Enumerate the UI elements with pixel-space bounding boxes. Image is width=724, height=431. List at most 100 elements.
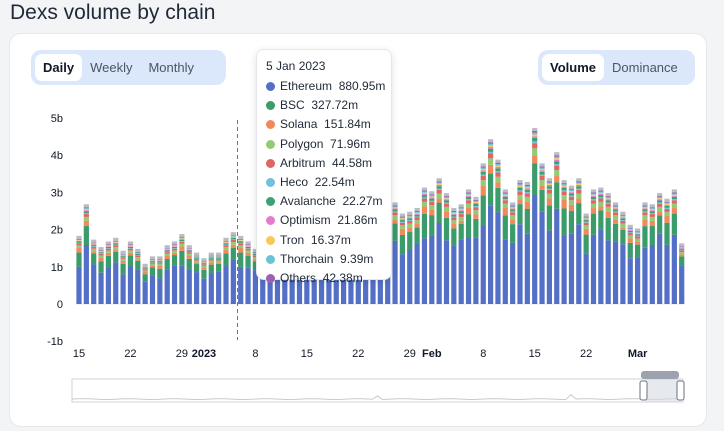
bar-segment-arbitrum[interactable]	[421, 198, 428, 202]
bar-segment-ethereum[interactable]	[186, 269, 192, 304]
bar-segment-arbitrum[interactable]	[186, 252, 192, 254]
bar-segment-avalanche[interactable]	[495, 168, 501, 172]
bar-segment-solana[interactable]	[576, 198, 582, 204]
bar-segment-others[interactable]	[105, 244, 111, 246]
bar-segment-tron[interactable]	[171, 245, 178, 247]
bar-segment-polygon[interactable]	[495, 176, 501, 183]
bar-segment-optimism[interactable]	[179, 239, 185, 240]
bar-segment-optimism[interactable]	[238, 240, 244, 242]
bar-segment-bsc[interactable]	[179, 250, 185, 266]
bar-segment-tron[interactable]	[436, 183, 442, 185]
bar-segment-solana[interactable]	[671, 208, 677, 214]
bar-segment-optimism[interactable]	[407, 217, 413, 219]
bar-segment-thorchain[interactable]	[605, 197, 611, 199]
bar-segment-polygon[interactable]	[473, 210, 479, 215]
bar-segment-ethereum[interactable]	[568, 233, 575, 304]
bar-segment-ethereum[interactable]	[502, 239, 508, 304]
tab-volume[interactable]: Volume	[542, 54, 604, 81]
bar-segment-others[interactable]	[407, 214, 413, 216]
bar-segment-optimism[interactable]	[532, 136, 538, 138]
bar-segment-ethereum[interactable]	[532, 195, 538, 304]
bar-segment-bsc[interactable]	[399, 234, 405, 255]
bar-segment-heco[interactable]	[429, 200, 435, 202]
bar-segment-optimism[interactable]	[495, 166, 501, 169]
bar-segment-bsc[interactable]	[524, 209, 530, 234]
bar-segment-polygon[interactable]	[407, 223, 413, 228]
bar-segment-optimism[interactable]	[671, 195, 677, 197]
bar-segment-bsc[interactable]	[223, 253, 229, 267]
bar-segment-others[interactable]	[532, 131, 538, 133]
bar-segment-others[interactable]	[554, 155, 560, 157]
bar-segment-thorchain[interactable]	[473, 200, 479, 202]
bar-segment-arbitrum[interactable]	[407, 220, 413, 224]
bar-segment-polygon[interactable]	[201, 265, 207, 268]
bar-segment-polygon[interactable]	[664, 211, 670, 217]
bar-segment-solana[interactable]	[635, 241, 641, 245]
bar-segment-ethereum[interactable]	[355, 267, 361, 304]
bar-segment-others[interactable]	[458, 207, 464, 209]
bar-segment-thorchain[interactable]	[436, 182, 442, 184]
bar-segment-bsc[interactable]	[105, 255, 111, 268]
bar-segment-bsc[interactable]	[517, 204, 523, 225]
bar-segment-bsc[interactable]	[91, 253, 97, 265]
bar-segment-ethereum[interactable]	[135, 269, 141, 304]
bar-segment-heco[interactable]	[98, 253, 104, 254]
bar-segment-heco[interactable]	[657, 202, 663, 204]
bar-segment-bsc[interactable]	[407, 232, 413, 250]
bar-segment-ethereum[interactable]	[127, 266, 134, 304]
bar-segment-solana[interactable]	[590, 208, 597, 214]
bar-segment-heco[interactable]	[517, 190, 523, 192]
bar-segment-solana[interactable]	[392, 219, 398, 224]
bar-segment-thorchain[interactable]	[679, 246, 685, 248]
bar-segment-thorchain[interactable]	[510, 206, 516, 208]
bar-segment-polygon[interactable]	[436, 193, 442, 199]
bar-segment-bsc[interactable]	[171, 255, 178, 266]
bar-segment-others[interactable]	[127, 244, 134, 246]
bar-segment-others[interactable]	[583, 216, 589, 218]
bar-segment-arbitrum[interactable]	[194, 259, 200, 261]
bar-segment-optimism[interactable]	[642, 208, 648, 210]
bar-segment-avalanche[interactable]	[83, 211, 89, 214]
bar-segment-optimism[interactable]	[649, 210, 655, 212]
bar-segment-others[interactable]	[664, 201, 670, 203]
bar-segment-heco[interactable]	[238, 242, 244, 244]
bar-segment-optimism[interactable]	[252, 253, 258, 255]
range-drag-handle[interactable]	[641, 371, 679, 379]
bar-segment-polygon[interactable]	[186, 253, 192, 257]
bar-segment-others[interactable]	[429, 194, 435, 196]
bar-segment-arbitrum[interactable]	[135, 255, 141, 258]
bar-segment-ethereum[interactable]	[326, 265, 332, 304]
bar-segment-tron[interactable]	[620, 216, 626, 218]
bar-segment-polygon[interactable]	[635, 238, 641, 242]
bar-segment-polygon[interactable]	[642, 215, 648, 220]
bar-segment-thorchain[interactable]	[142, 267, 148, 268]
bar-segment-solana[interactable]	[517, 200, 523, 205]
bar-segment-tron[interactable]	[473, 201, 479, 203]
bar-segment-avalanche[interactable]	[679, 248, 685, 250]
bar-segment-solana[interactable]	[399, 228, 405, 235]
bar-segment-avalanche[interactable]	[620, 218, 626, 221]
bar-segment-heco[interactable]	[142, 269, 148, 270]
bar-segment-ethereum[interactable]	[421, 238, 428, 304]
bar-segment-others[interactable]	[649, 207, 655, 209]
bar-segment-optimism[interactable]	[502, 195, 508, 197]
bar-segment-optimism[interactable]	[598, 193, 604, 196]
bar-segment-arbitrum[interactable]	[517, 191, 523, 196]
bar-segment-solana[interactable]	[157, 265, 163, 269]
bar-segment-bsc[interactable]	[671, 213, 677, 235]
bar-segment-bsc[interactable]	[436, 202, 442, 223]
bar-segment-arbitrum[interactable]	[649, 214, 655, 217]
bar-segment-avalanche[interactable]	[480, 171, 486, 175]
bar-segment-heco[interactable]	[605, 202, 611, 204]
bar-segment-polygon[interactable]	[421, 201, 428, 207]
bar-segment-heco[interactable]	[164, 251, 170, 253]
bar-segment-ethereum[interactable]	[605, 240, 611, 304]
bar-segment-polygon[interactable]	[605, 206, 611, 212]
bar-segment-thorchain[interactable]	[649, 208, 655, 210]
bar-segment-heco[interactable]	[649, 213, 655, 215]
bar-segment-heco[interactable]	[642, 211, 648, 213]
bar-segment-tron[interactable]	[127, 245, 134, 247]
bar-segment-tron[interactable]	[164, 249, 170, 250]
bar-segment-tron[interactable]	[627, 229, 633, 231]
